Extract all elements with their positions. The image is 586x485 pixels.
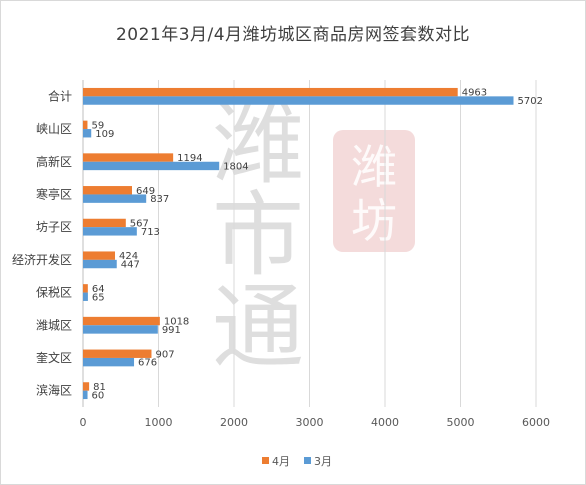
- x-tick-label: 6000: [522, 416, 550, 429]
- data-label: 5702: [518, 96, 543, 107]
- x-tick-label: 0: [80, 416, 87, 429]
- legend-swatch-march: [304, 457, 311, 464]
- bar-march: [83, 96, 514, 105]
- bar-april: [83, 120, 88, 130]
- x-tick-label: 2000: [220, 416, 248, 429]
- legend-label: 3月: [314, 455, 332, 468]
- category-label: 高新区: [36, 154, 72, 169]
- x-tick-label: 3000: [296, 416, 324, 429]
- bar-march: [83, 292, 88, 301]
- data-label: 567: [130, 218, 149, 229]
- category-label: 经济开发区: [12, 252, 72, 267]
- bar-april: [83, 284, 88, 293]
- bar-march: [83, 161, 220, 171]
- bar-march: [83, 227, 137, 236]
- category-label: 奎文区: [36, 350, 72, 365]
- category-label: 峡山区: [36, 122, 72, 136]
- watermark-char: 通: [212, 274, 304, 381]
- data-label: 59: [91, 120, 104, 131]
- data-label: 1804: [223, 161, 248, 172]
- x-tick-label: 4000: [371, 416, 399, 429]
- bar-april: [83, 87, 458, 97]
- bar-april: [83, 316, 160, 326]
- watermark-char: 潍: [212, 90, 304, 197]
- data-label: 424: [119, 251, 138, 262]
- category-label: 潍城区: [36, 318, 72, 332]
- data-label: 676: [138, 358, 157, 369]
- data-label: 109: [95, 129, 114, 140]
- data-label: 64: [92, 284, 105, 295]
- category-label: 寒亭区: [36, 186, 72, 201]
- data-label: 65: [92, 292, 105, 303]
- bar-april: [83, 382, 90, 391]
- bar-april: [83, 218, 126, 228]
- data-label: 4963: [462, 88, 487, 99]
- legend-swatch-april: [262, 457, 269, 464]
- bar-april: [83, 153, 174, 162]
- data-label: 447: [121, 260, 140, 271]
- data-label: 81: [93, 382, 106, 393]
- watermark-seal: [333, 130, 415, 252]
- data-label: 713: [141, 227, 160, 238]
- data-label: 60: [92, 390, 105, 401]
- category-label: 滨海区: [36, 383, 72, 398]
- data-label: 649: [136, 186, 155, 197]
- watermark-char: 市: [212, 182, 304, 289]
- watermark-seal-char: 潍: [351, 140, 397, 194]
- category-label: 坊子区: [36, 219, 72, 234]
- bar-april: [83, 251, 116, 260]
- x-tick-label: 1000: [145, 416, 173, 429]
- bar-march: [83, 129, 92, 138]
- bar-april: [83, 186, 132, 195]
- legend-label: 4月: [272, 455, 290, 468]
- bar-march: [83, 357, 135, 367]
- chart-title: 2021年3月/4月潍坊城区商品房网签套数对比: [115, 25, 471, 45]
- data-label: 1018: [164, 317, 189, 328]
- data-label: 991: [162, 325, 181, 336]
- bar-march: [83, 325, 158, 334]
- category-label: 保税区: [36, 286, 72, 300]
- data-label: 907: [155, 349, 174, 360]
- bar-april: [83, 349, 152, 358]
- data-label: 1194: [177, 153, 202, 164]
- bar-march: [83, 194, 147, 203]
- x-tick-label: 5000: [447, 416, 475, 429]
- bar-march: [83, 390, 88, 400]
- watermark-seal-char: 坊: [351, 194, 397, 248]
- category-label: 合计: [48, 88, 72, 103]
- bar-march: [83, 259, 117, 269]
- data-label: 837: [150, 194, 169, 205]
